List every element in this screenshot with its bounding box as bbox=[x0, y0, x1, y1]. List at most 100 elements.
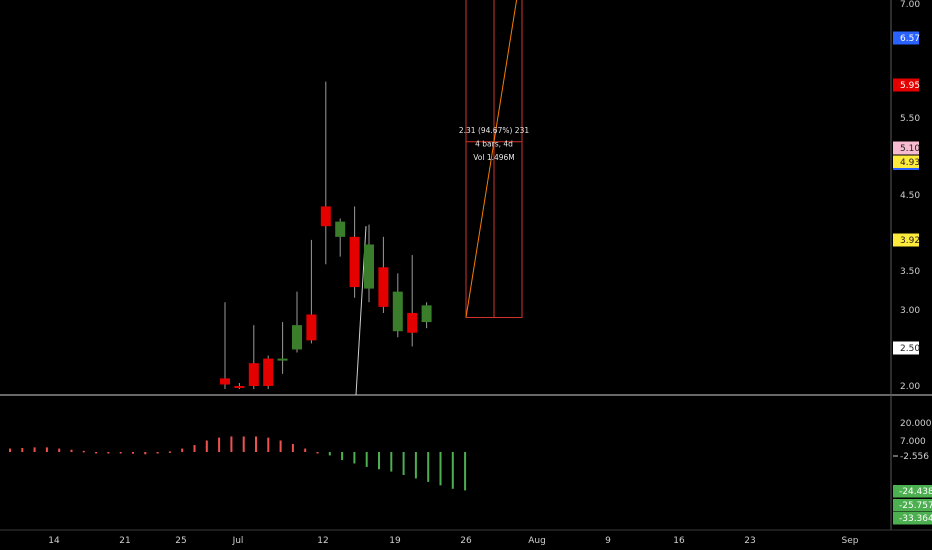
candle-body[interactable] bbox=[234, 386, 245, 388]
oscillator-bar bbox=[144, 452, 147, 455]
time-tick-label: 12 bbox=[317, 536, 328, 546]
time-tick-label: 16 bbox=[673, 536, 685, 546]
price-axis[interactable]: 7.00 5.50 4.50 3.50 3.00 2.00 bbox=[900, 0, 920, 392]
oscillator-bar bbox=[316, 452, 319, 454]
oscillator-pane[interactable] bbox=[9, 436, 467, 491]
oscillator-tag-label: -24.438 bbox=[899, 487, 932, 497]
oscillator-tag-label: -25.757 bbox=[899, 501, 932, 511]
oscillator-bar bbox=[439, 452, 442, 486]
price-tick-label: 4.50 bbox=[900, 191, 920, 201]
candle-body[interactable] bbox=[407, 312, 418, 333]
oscillator-bar bbox=[390, 452, 393, 472]
time-axis[interactable]: 14 21 25 Jul 12 19 26 Aug 9 16 23 Sep bbox=[48, 536, 858, 546]
oscillator-bar bbox=[107, 452, 110, 454]
measure-label: 4 bars, 4d bbox=[475, 140, 513, 149]
oscillator-bar bbox=[255, 436, 257, 452]
oscillator-bar bbox=[33, 447, 36, 452]
oscillator-bar bbox=[230, 436, 233, 452]
price-tick-label: 7.00 bbox=[900, 0, 920, 10]
oscillator-tick-label: 20.000 bbox=[900, 419, 932, 429]
oscillator-tag bbox=[893, 499, 932, 512]
oscillator-bar bbox=[95, 452, 98, 454]
oscillator-bar bbox=[378, 452, 380, 470]
oscillator-bar bbox=[427, 452, 430, 482]
price-tag bbox=[893, 78, 919, 92]
candle-body[interactable] bbox=[392, 291, 403, 332]
price-tag-label: 5.95 bbox=[900, 81, 920, 91]
time-tick-label: 21 bbox=[119, 536, 130, 546]
candle-body[interactable] bbox=[378, 267, 389, 307]
price-tag bbox=[893, 233, 919, 247]
price-tags: 6.57 5.95 5.10 4.93 3.92 2.50 bbox=[893, 31, 920, 355]
candle-body[interactable] bbox=[306, 314, 317, 341]
time-tick-label: 25 bbox=[175, 536, 186, 546]
oscillator-bar bbox=[341, 452, 344, 461]
candle-body[interactable] bbox=[364, 244, 374, 289]
oscillator-bar bbox=[205, 440, 208, 452]
price-tag bbox=[893, 341, 919, 355]
measure-label: 2.31 (94.67%) 231 bbox=[459, 126, 529, 135]
price-tag bbox=[893, 141, 919, 155]
time-tick-label: Jul bbox=[232, 536, 244, 546]
price-tick-label: 2.00 bbox=[900, 382, 920, 392]
time-tick-label: 19 bbox=[389, 536, 401, 546]
candle-body[interactable] bbox=[335, 221, 346, 237]
candle-body[interactable] bbox=[320, 206, 331, 227]
time-tick-label: Aug bbox=[528, 536, 546, 546]
oscillator-bar bbox=[304, 448, 307, 452]
measure-tool[interactable]: 2.31 (94.67%) 231 4 bars, 4d Vol 1.496M bbox=[459, 0, 529, 319]
oscillator-bar bbox=[267, 437, 270, 452]
oscillator-bar bbox=[414, 452, 417, 479]
oscillator-bar bbox=[365, 452, 368, 467]
oscillator-bar bbox=[156, 452, 159, 454]
oscillator-bar bbox=[58, 448, 61, 452]
price-tag-label: 5.10 bbox=[900, 144, 920, 154]
time-tick-label: Sep bbox=[842, 536, 859, 546]
oscillator-bar bbox=[82, 450, 85, 453]
oscillator-bar bbox=[193, 445, 196, 452]
oscillator-tag bbox=[893, 485, 932, 498]
oscillator-bar bbox=[218, 437, 221, 452]
oscillator-bar bbox=[168, 451, 171, 453]
measure-label: Vol 1.496M bbox=[473, 153, 515, 162]
time-tick-label: 14 bbox=[48, 536, 60, 546]
price-tag bbox=[893, 31, 919, 45]
price-tag-label: 3.92 bbox=[900, 236, 920, 246]
price-tag-underline bbox=[893, 168, 919, 170]
price-tag-label: 4.93 bbox=[900, 158, 920, 168]
candle-body[interactable] bbox=[220, 378, 230, 385]
oscillator-axis[interactable]: 20.000 7.000 -2.556 bbox=[893, 419, 932, 462]
oscillator-tick-label: 7.000 bbox=[900, 437, 926, 447]
candle-body[interactable] bbox=[349, 236, 360, 288]
price-tag bbox=[893, 155, 919, 169]
oscillator-tag-label: -33.364 bbox=[899, 514, 932, 524]
oscillator-bar bbox=[402, 452, 405, 475]
oscillator-tag bbox=[893, 512, 932, 525]
candle-body[interactable] bbox=[263, 358, 274, 386]
oscillator-bar bbox=[464, 452, 467, 491]
price-tag-label: 2.50 bbox=[900, 344, 920, 354]
candle-body[interactable] bbox=[421, 305, 432, 323]
oscillator-bar bbox=[119, 452, 122, 454]
candle-body[interactable] bbox=[248, 363, 259, 386]
oscillator-bar bbox=[242, 436, 245, 452]
oscillator-bar bbox=[21, 447, 24, 452]
oscillator-bar bbox=[451, 452, 454, 489]
time-tick-label: 23 bbox=[744, 536, 755, 546]
oscillator-bar bbox=[353, 452, 356, 464]
oscillator-bar bbox=[132, 452, 134, 454]
time-tick-label: 26 bbox=[460, 536, 472, 546]
price-tick-label: 5.50 bbox=[900, 114, 920, 124]
price-tick-label: 3.50 bbox=[900, 267, 920, 277]
price-tick-label: 3.00 bbox=[900, 306, 920, 316]
candle-body[interactable] bbox=[292, 325, 302, 350]
price-pane[interactable] bbox=[220, 81, 432, 396]
oscillator-bar bbox=[45, 447, 48, 452]
oscillator-bar bbox=[328, 452, 331, 456]
oscillator-bar bbox=[70, 449, 73, 452]
oscillator-bar bbox=[181, 448, 184, 452]
measure-diagonal bbox=[465, 0, 518, 318]
candle-body[interactable] bbox=[277, 358, 288, 361]
